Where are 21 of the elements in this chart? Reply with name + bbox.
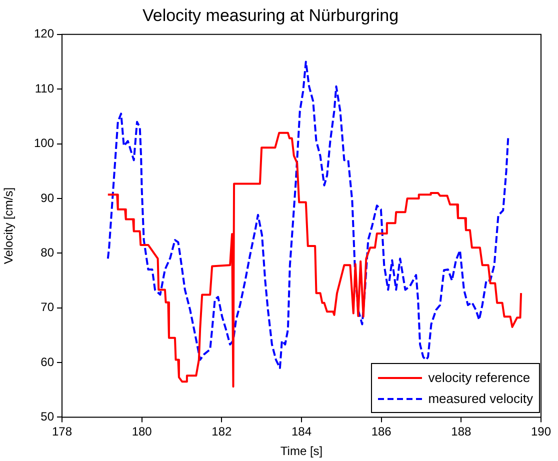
x-tick-label: 182 — [212, 424, 232, 439]
y-tick-label: 60 — [40, 354, 54, 369]
x-tick-label: 184 — [291, 424, 312, 439]
x-tick-label: 188 — [451, 424, 472, 439]
y-axis-title: Velocity [cm/s] — [2, 187, 16, 264]
x-axis-title: Time [s] — [280, 444, 323, 458]
y-tick-label: 70 — [40, 300, 54, 314]
y-tick-label: 110 — [34, 81, 54, 96]
legend-label: velocity reference — [428, 370, 530, 385]
y-tick-label: 90 — [40, 190, 54, 205]
y-tick-label: 50 — [40, 410, 54, 424]
chart-title: Velocity measuring at Nürburgring — [142, 6, 399, 25]
x-tick-label: 190 — [530, 424, 552, 439]
line-series — [106, 60, 510, 369]
legend-label: measured velocity — [428, 391, 533, 406]
x-tick-label: 186 — [371, 424, 392, 439]
y-tick-label: 120 — [34, 26, 54, 41]
x-tick-label: 178 — [52, 424, 72, 439]
y-tick-label: 80 — [40, 245, 54, 260]
x-tick-label: 180 — [132, 424, 152, 439]
y-tick-label: 100 — [34, 136, 54, 150]
